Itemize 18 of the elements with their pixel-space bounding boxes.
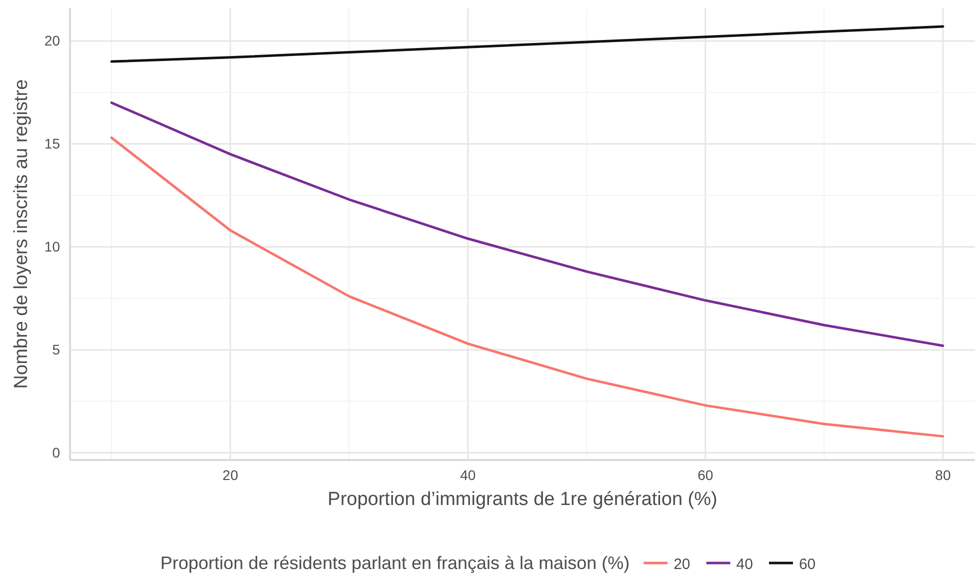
y-tick-label: 5 — [52, 341, 60, 358]
legend-label: 20 — [674, 556, 690, 573]
y-tick-label: 0 — [52, 444, 60, 460]
x-tick-label: 80 — [935, 466, 951, 483]
x-tick-label: 20 — [222, 466, 238, 483]
x-axis-title: Proportion d’immigrants de 1re génération (%) — [328, 489, 718, 510]
line-series — [110, 25, 944, 63]
line-series — [110, 136, 944, 438]
legend-label: 60 — [798, 556, 816, 573]
y-tick-label: 15 — [44, 135, 60, 152]
legend-label: 40 — [736, 556, 753, 573]
line-series — [110, 101, 944, 347]
x-tick-label: 60 — [698, 466, 714, 483]
legend-title: Proportion de résidents parlant en français à la maison (%) — [160, 553, 630, 573]
y-tick-label: 20 — [44, 32, 60, 48]
y-tick-label: 10 — [44, 238, 60, 254]
y-axis-title: Nombre de loyers inscrits au registre — [11, 79, 32, 389]
x-tick-label: 40 — [460, 466, 476, 483]
